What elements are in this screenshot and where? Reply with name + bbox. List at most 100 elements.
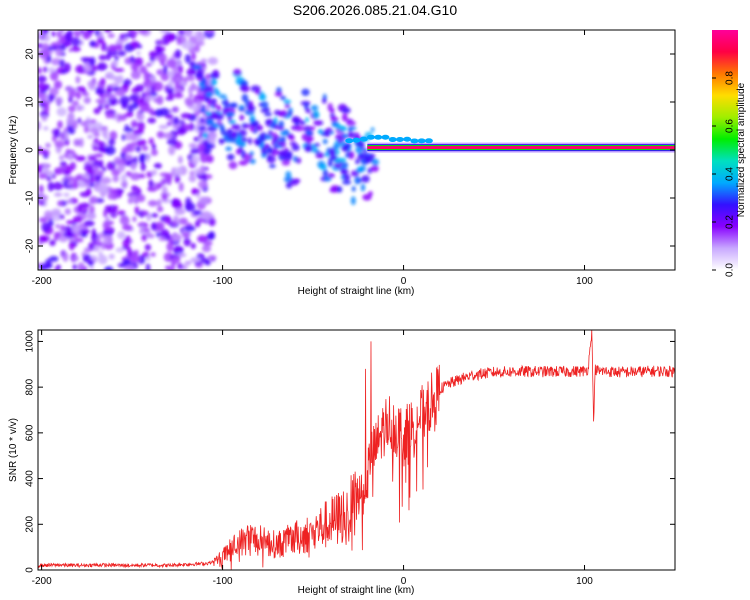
- heatmap-cell: [249, 125, 256, 132]
- heatmap-cell: [137, 222, 149, 228]
- heatmap-cell: [151, 143, 156, 151]
- heatmap-cell: [137, 44, 143, 49]
- heatmap-cell: [249, 151, 254, 157]
- heatmap-cell: [115, 247, 125, 253]
- heatmap-cell: [209, 217, 215, 227]
- heatmap-cell: [167, 80, 174, 89]
- heatmap-cell: [94, 174, 102, 180]
- heatmap-cell: [92, 145, 99, 151]
- colorbar-tick-label: 0.6: [725, 119, 736, 133]
- heatmap-cell: [54, 140, 66, 148]
- heatmap-cell: [238, 145, 244, 153]
- heatmap-cell: [120, 152, 126, 159]
- heatmap-cell: [182, 40, 194, 50]
- heatmap-cell: [97, 232, 105, 239]
- heatmap-cell: [167, 70, 175, 78]
- heatmap-cell: [114, 75, 123, 85]
- heatmap-cell: [135, 145, 141, 153]
- heatmap-cell: [65, 32, 72, 43]
- y-tick-label: 400: [25, 470, 36, 487]
- colorbar-tick-label: 0.2: [725, 215, 736, 229]
- heatmap-cell: [68, 240, 75, 251]
- y-tick-label: -10: [25, 190, 36, 205]
- heatmap-cell: [45, 142, 51, 148]
- heatmap-cell: [77, 203, 83, 213]
- heatmap-cell: [38, 184, 44, 194]
- heatmap-cell: [200, 165, 205, 173]
- heatmap-cell: [159, 229, 170, 239]
- heatmap-cell: [42, 30, 49, 36]
- heatmap-cell: [188, 174, 197, 183]
- heatmap-cell: [120, 181, 128, 188]
- heatmap-cell: [186, 68, 195, 77]
- heatmap-cell: [281, 160, 291, 166]
- spectrogram-x-axis: -200 -100 0 100: [32, 30, 593, 287]
- heatmap-cell: [82, 173, 90, 180]
- x-tick-label: -200: [32, 576, 52, 587]
- heatmap-cell: [319, 164, 327, 170]
- heatmap-cell: [51, 208, 61, 216]
- heatmap-cell: [139, 153, 145, 164]
- heatmap-cell: [158, 124, 169, 130]
- heatmap-cell: [139, 229, 144, 235]
- heatmap-cell: [130, 162, 137, 171]
- heatmap-cell: [98, 159, 104, 169]
- heatmap-cell: [73, 30, 80, 36]
- carrier-blob: [417, 138, 426, 144]
- heatmap-cell: [341, 113, 348, 122]
- heatmap-cell: [107, 33, 115, 38]
- heatmap-cell: [79, 137, 84, 148]
- heatmap-cell: [117, 210, 126, 216]
- heatmap-cell: [190, 257, 202, 263]
- heatmap-cell: [336, 186, 343, 193]
- heatmap-cell: [101, 127, 109, 138]
- heatmap-cell: [78, 180, 86, 189]
- heatmap-cell: [216, 105, 222, 112]
- x-tick-label: -200: [32, 276, 52, 287]
- heatmap-cell: [52, 45, 58, 51]
- heatmap-cell: [105, 71, 114, 77]
- heatmap-cell: [55, 48, 63, 57]
- heatmap-cell: [310, 105, 319, 111]
- heatmap-cell: [114, 89, 126, 97]
- heatmap-cell: [192, 210, 202, 216]
- heatmap-cell: [284, 103, 290, 109]
- heatmap-cell: [46, 175, 52, 182]
- heatmap-cell: [137, 121, 145, 132]
- heatmap-cell: [162, 132, 174, 139]
- heatmap-cell: [286, 150, 293, 158]
- heatmap-cell: [198, 180, 208, 190]
- heatmap-cell: [66, 220, 75, 225]
- heatmap-cell: [104, 266, 114, 270]
- heatmap-cell: [164, 216, 172, 225]
- colorbar: 0.0 0.2 0.4 0.6 0.8 Normalized spectral ampl…: [712, 30, 747, 277]
- heatmap-cell: [95, 237, 101, 243]
- heatmap-cell: [56, 264, 61, 270]
- heatmap-cell: [206, 118, 214, 126]
- heatmap-cell: [249, 158, 256, 164]
- heatmap-cell: [161, 180, 167, 185]
- heatmap-cell: [73, 256, 80, 261]
- heatmap-cell: [174, 208, 186, 216]
- heatmap-cell: [74, 237, 84, 243]
- heatmap-cell: [113, 67, 125, 73]
- heatmap-cell: [337, 139, 343, 144]
- heatmap-cell: [128, 194, 139, 203]
- carrier-blob: [381, 134, 390, 140]
- heatmap-cell: [38, 217, 48, 223]
- heatmap-cell: [219, 123, 225, 131]
- heatmap-cell: [188, 142, 198, 149]
- heatmap-cell: [301, 88, 310, 97]
- heatmap-cell: [271, 139, 276, 147]
- heatmap-cell: [322, 97, 327, 104]
- heatmap-cell: [208, 231, 216, 240]
- heatmap-cell: [178, 217, 188, 225]
- heatmap-cell: [57, 120, 63, 129]
- heatmap-cell: [363, 153, 372, 158]
- heatmap-cell: [141, 145, 149, 151]
- carrier-line: [345, 134, 675, 153]
- heatmap-cell: [38, 93, 47, 99]
- heatmap-cell: [174, 49, 182, 59]
- y-tick-label: 200: [25, 516, 36, 533]
